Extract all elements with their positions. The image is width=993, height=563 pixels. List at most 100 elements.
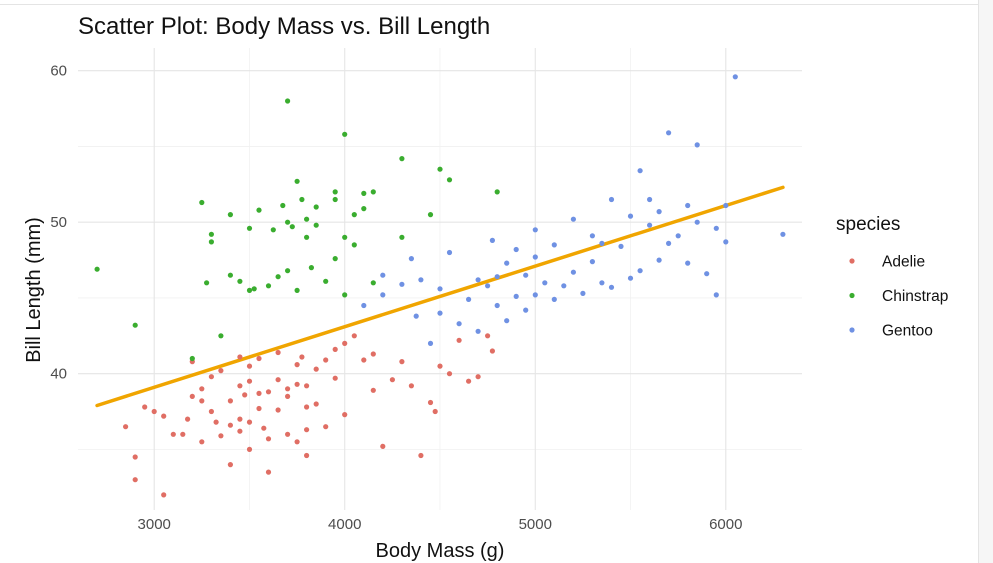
point-adelie [323, 357, 329, 363]
point-gentoo [504, 318, 510, 324]
x-tick-label: 5000 [519, 516, 552, 533]
point-chinstrap [294, 178, 300, 184]
point-gentoo [494, 274, 500, 280]
point-adelie [161, 492, 167, 498]
point-adelie [218, 368, 224, 374]
point-chinstrap [351, 212, 357, 218]
point-chinstrap [351, 242, 357, 248]
viewer-top-border [0, 0, 978, 5]
point-adelie [304, 383, 310, 389]
point-gentoo [589, 233, 596, 239]
point-gentoo [570, 216, 577, 222]
point-chinstrap [94, 266, 100, 272]
point-adelie [189, 393, 195, 399]
point-gentoo [627, 275, 634, 281]
point-gentoo [513, 293, 519, 299]
point-adelie [427, 399, 434, 406]
trend-line-layer [95, 185, 785, 408]
point-adelie [142, 404, 148, 410]
point-chinstrap [246, 225, 253, 231]
point-adelie [227, 422, 233, 428]
point-gentoo [466, 296, 472, 302]
point-adelie [285, 393, 291, 399]
point-adelie [208, 374, 214, 380]
point-gentoo [380, 272, 386, 278]
legend-label: Chinstrap [882, 288, 948, 305]
viewer-scrollbar[interactable] [978, 0, 993, 563]
point-adelie [285, 386, 291, 392]
point-chinstrap [446, 177, 453, 183]
point-adelie [199, 386, 205, 392]
legend-label: Adelie [882, 254, 925, 271]
point-adelie [237, 354, 243, 360]
point-adelie [151, 408, 157, 415]
point-chinstrap [437, 166, 443, 172]
point-chinstrap [361, 206, 367, 212]
trend-line [95, 185, 785, 408]
point-chinstrap [332, 189, 338, 195]
point-adelie [304, 452, 310, 459]
point-gentoo [570, 269, 577, 275]
point-adelie [408, 383, 414, 389]
point-gentoo [494, 302, 500, 309]
point-gentoo [732, 74, 738, 80]
point-chinstrap [313, 222, 319, 228]
series-adelie [123, 333, 495, 498]
point-chinstrap [218, 333, 224, 339]
point-adelie [370, 351, 376, 357]
point-adelie [446, 371, 453, 377]
point-gentoo [618, 243, 624, 249]
point-adelie [246, 378, 253, 384]
point-gentoo [666, 240, 672, 246]
point-gentoo [413, 313, 419, 319]
point-chinstrap [361, 190, 367, 196]
point-gentoo [637, 268, 643, 274]
point-gentoo [489, 237, 495, 243]
point-adelie [213, 419, 219, 425]
point-gentoo [513, 246, 519, 253]
point-gentoo [437, 310, 443, 316]
point-chinstrap [132, 322, 138, 328]
point-adelie [227, 462, 233, 468]
x-tick-label: 3000 [138, 516, 171, 533]
point-gentoo [551, 242, 557, 248]
point-adelie [208, 408, 214, 415]
point-gentoo [408, 256, 414, 262]
point-gentoo [608, 284, 615, 290]
point-chinstrap [299, 196, 305, 203]
point-adelie [275, 407, 281, 413]
point-gentoo [532, 227, 538, 233]
point-adelie [304, 427, 310, 433]
point-chinstrap [270, 227, 276, 233]
point-chinstrap [199, 199, 205, 206]
point-gentoo [599, 240, 605, 246]
x-tick-label: 4000 [328, 516, 361, 533]
point-adelie [256, 355, 262, 362]
y-tick-label: 40 [50, 366, 67, 383]
point-gentoo [656, 257, 662, 263]
point-chinstrap [304, 216, 310, 222]
point-adelie [261, 425, 267, 431]
point-adelie [132, 477, 138, 483]
point-chinstrap [275, 274, 281, 280]
y-axis-title: Bill Length (mm) [23, 217, 45, 363]
point-chinstrap [370, 189, 376, 195]
point-adelie [285, 431, 291, 437]
point-adelie [313, 401, 319, 407]
point-adelie [389, 377, 395, 383]
legend-item-adelie: Adelie [849, 254, 925, 271]
point-adelie [351, 333, 357, 339]
point-adelie [456, 337, 462, 343]
point-adelie [466, 378, 472, 384]
point-adelie [161, 413, 167, 419]
point-chinstrap [208, 231, 214, 237]
point-adelie [342, 340, 348, 346]
point-gentoo [456, 321, 462, 327]
point-gentoo [656, 209, 662, 215]
point-chinstrap [285, 219, 291, 225]
point-gentoo [561, 283, 567, 289]
point-gentoo [637, 168, 643, 174]
point-adelie [294, 362, 300, 368]
point-gentoo [504, 260, 510, 266]
point-gentoo [542, 280, 548, 286]
